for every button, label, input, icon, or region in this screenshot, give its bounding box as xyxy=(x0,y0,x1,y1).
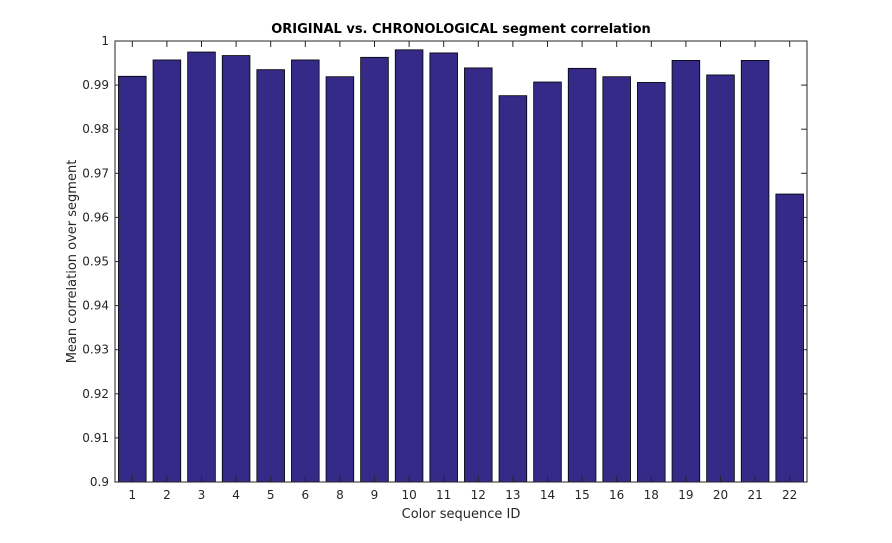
x-tick-label: 3 xyxy=(198,488,206,502)
y-tick-label: 0.93 xyxy=(82,343,109,357)
ticks-group: 0.9 0.91 0.92 0.93 0.94 0.95 0.96 0.97 0.98 0.99 1… xyxy=(82,34,807,502)
x-tick-label: 11 xyxy=(436,488,451,502)
bar-4 xyxy=(221,55,251,483)
bar-13 xyxy=(498,95,528,483)
bar-2 xyxy=(152,59,182,483)
x-tick-label: 20 xyxy=(713,488,728,502)
x-tick-label: 10 xyxy=(401,488,416,502)
y-tick-label: 0.95 xyxy=(82,255,109,269)
x-tick-label: 15 xyxy=(574,488,589,502)
x-tick-label: 16 xyxy=(609,488,624,502)
x-tick-label: 14 xyxy=(540,488,555,502)
y-axis-label: Mean correlation over segment xyxy=(65,160,80,364)
bar-22 xyxy=(775,193,804,483)
x-tick-label: 21 xyxy=(747,488,762,502)
y-tick-label: 0.91 xyxy=(82,431,109,445)
bar-8 xyxy=(325,76,355,483)
bar-12 xyxy=(464,67,493,483)
y-tick-label: 0.9 xyxy=(90,475,109,489)
x-tick-label: 8 xyxy=(336,488,344,502)
x-tick-label: 6 xyxy=(301,488,309,502)
x-tick-label: 5 xyxy=(267,488,275,502)
bar-11 xyxy=(429,52,458,483)
x-tick-label: 2 xyxy=(163,488,171,502)
x-tick-label: 19 xyxy=(678,488,693,502)
bar-15 xyxy=(567,67,597,483)
x-tick-label: 1 xyxy=(128,488,136,502)
chart-title: ORIGINAL vs. CHRONOLOGICAL segment corre… xyxy=(271,22,651,37)
bar-9 xyxy=(360,56,389,483)
y-tick-label: 0.94 xyxy=(82,299,109,313)
x-tick-label: 22 xyxy=(782,488,797,502)
bars-group xyxy=(118,49,804,483)
bar-10 xyxy=(394,49,424,483)
x-tick-label: 18 xyxy=(644,488,659,502)
x-axis-label: Color sequence ID xyxy=(402,507,521,522)
x-tick-label: 12 xyxy=(471,488,486,502)
y-tick-label: 0.99 xyxy=(82,78,109,92)
x-tick-label: 4 xyxy=(232,488,240,502)
bar-1 xyxy=(118,75,147,483)
bar-18 xyxy=(637,82,666,483)
bar-16 xyxy=(602,76,631,483)
bar-20 xyxy=(706,74,735,483)
bar-21 xyxy=(740,60,770,483)
bar-5 xyxy=(256,69,285,483)
x-tick-label: 13 xyxy=(505,488,520,502)
bar-14 xyxy=(533,81,562,483)
bar-19 xyxy=(671,60,701,483)
bar-3 xyxy=(187,51,216,483)
y-tick-label: 0.97 xyxy=(82,166,109,180)
y-tick-label: 0.96 xyxy=(82,210,109,224)
x-tick-label: 9 xyxy=(371,488,379,502)
plot-area xyxy=(115,41,807,482)
y-tick-label: 1 xyxy=(101,34,109,48)
bar-6 xyxy=(291,59,320,483)
y-tick-label: 0.98 xyxy=(82,122,109,136)
y-tick-label: 0.92 xyxy=(82,387,109,401)
